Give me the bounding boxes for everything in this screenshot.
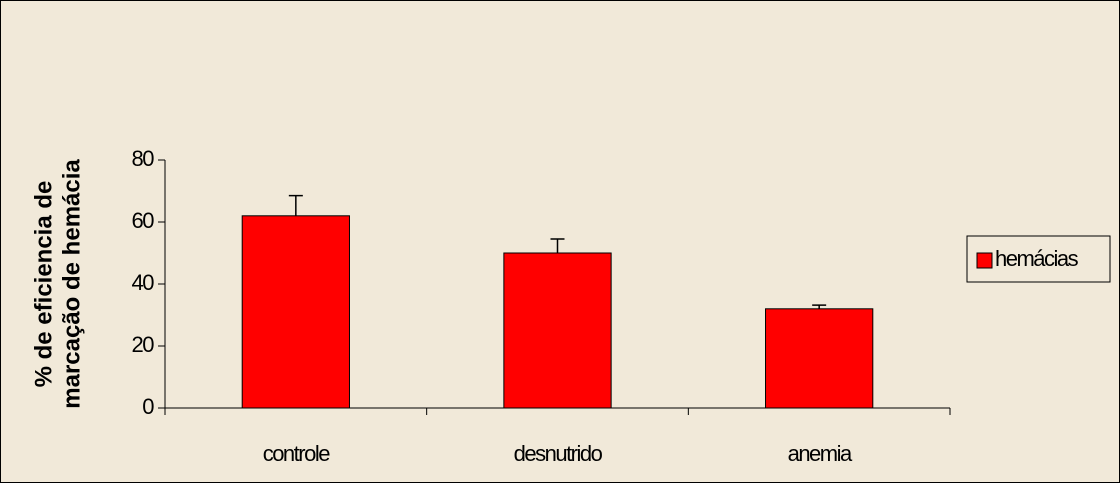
bar [765, 308, 874, 409]
y-axis-label: marcação de hemácia [58, 159, 85, 409]
legend-label: hemácias [995, 246, 1079, 271]
legend-swatch [976, 252, 993, 269]
x-tick-label: desnutrido [514, 441, 603, 466]
y-tick-label: 80 [132, 146, 155, 171]
error-bar [288, 194, 303, 216]
error-bar [550, 238, 565, 253]
y-tick-label: 40 [132, 270, 155, 295]
bar [241, 215, 350, 409]
y-tick-label: 60 [132, 208, 155, 233]
y-axis-label: % de eficiencia de [30, 181, 57, 388]
x-tick-label: anemia [788, 441, 853, 466]
error-bar [812, 304, 827, 309]
y-tick-label: 0 [142, 394, 154, 419]
bar [503, 252, 612, 409]
x-tick-label: controle [263, 441, 331, 466]
y-tick-label: 20 [132, 332, 155, 357]
